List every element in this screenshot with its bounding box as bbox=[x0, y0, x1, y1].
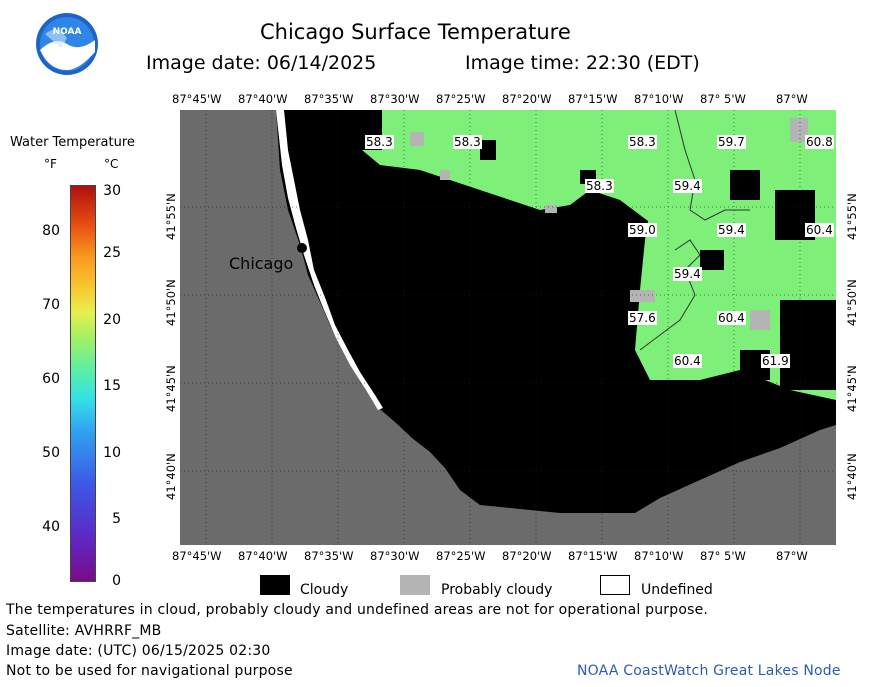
temperature-label: 57.6 bbox=[628, 311, 657, 325]
lon-label-bottom: 87°30'W bbox=[370, 549, 420, 563]
colorbar-c-tick-30: 30 bbox=[103, 183, 121, 199]
colorbar-unit-f: °F bbox=[44, 157, 57, 171]
lon-label-bottom: 87°W bbox=[776, 549, 808, 563]
probably-cloudy-patch bbox=[440, 170, 450, 180]
cloud-block bbox=[700, 250, 724, 270]
temperature-label: 60.4 bbox=[805, 223, 834, 237]
temperature-contour bbox=[674, 110, 750, 221]
lon-label-top: 87°20'W bbox=[502, 92, 552, 106]
temperature-label: 58.3 bbox=[365, 135, 394, 149]
cloud-block bbox=[480, 140, 496, 160]
image-date: Image date: 06/14/2025 bbox=[146, 52, 377, 74]
footer-utc-date: Image date: (UTC) 06/15/2025 02:30 bbox=[6, 643, 271, 659]
colorbar-gradient bbox=[70, 185, 96, 582]
temperature-label: 59.4 bbox=[673, 267, 702, 281]
temperature-label: 58.3 bbox=[628, 135, 657, 149]
noaa-logo-text: NOAA bbox=[53, 27, 82, 37]
colorbar-c-tick-20: 20 bbox=[103, 312, 121, 328]
lon-label-bottom: 87°20'W bbox=[502, 549, 552, 563]
lon-label-bottom: 87°25'W bbox=[436, 549, 486, 563]
colorbar-c-tick-15: 15 bbox=[103, 378, 121, 394]
lon-label-bottom: 87° 5'W bbox=[700, 549, 746, 563]
lon-label-bottom: 87°10'W bbox=[634, 549, 684, 563]
probably-cloudy-patch bbox=[545, 205, 557, 213]
undefined-edge bbox=[276, 110, 383, 410]
colorbar-f-tick-70: 70 bbox=[42, 297, 60, 313]
map-panel: 58.3 58.3 58.3 59.7 60.8 58.3 59.4 59.0 … bbox=[180, 110, 836, 545]
temperature-label: 58.3 bbox=[453, 135, 482, 149]
lon-label-top: 87°35'W bbox=[304, 92, 354, 106]
temperature-label: 60.4 bbox=[673, 354, 702, 368]
probably-cloudy-patch bbox=[750, 310, 770, 330]
probably-cloudy-patch bbox=[630, 290, 655, 302]
lon-label-top: 87°15'W bbox=[568, 92, 618, 106]
footer-nav-warning: Not to be used for navigational purpose bbox=[6, 663, 293, 679]
colorbar-f-tick-50: 50 bbox=[42, 445, 60, 461]
lat-label-right: 41°55'N bbox=[845, 193, 859, 240]
colorbar-c-tick-25: 25 bbox=[103, 245, 121, 261]
colorbar-c-tick-0: 0 bbox=[112, 573, 121, 589]
temperature-label: 61.9 bbox=[761, 354, 790, 368]
cloud-block bbox=[730, 170, 760, 200]
map-svg bbox=[180, 110, 836, 545]
lon-label-bottom: 87°15'W bbox=[568, 549, 618, 563]
colorbar-c-tick-10: 10 bbox=[103, 445, 121, 461]
lon-label-top: 87°10'W bbox=[634, 92, 684, 106]
lon-label-top: 87°45'W bbox=[172, 92, 222, 106]
lon-label-top: 87° 5'W bbox=[700, 92, 746, 106]
probably-cloudy-patch bbox=[410, 132, 424, 146]
temperature-contour bbox=[639, 239, 701, 351]
cloud-block bbox=[780, 300, 836, 390]
lat-label-left: 41°45'N bbox=[164, 365, 178, 412]
temperature-label: 59.7 bbox=[717, 135, 746, 149]
lat-label-right: 41°50'N bbox=[845, 279, 859, 326]
legend-swatch-undefined bbox=[600, 575, 630, 595]
temperature-label: 59.4 bbox=[717, 223, 746, 237]
colorbar-unit-c: °C bbox=[104, 157, 119, 171]
temperature-label: 60.8 bbox=[805, 135, 834, 149]
lat-label-right: 41°40'N bbox=[845, 453, 859, 500]
noaa-logo: NOAA bbox=[35, 12, 99, 76]
image-time: Image time: 22:30 (EDT) bbox=[465, 52, 700, 74]
lon-label-top: 87°40'W bbox=[238, 92, 288, 106]
map-title: Chicago Surface Temperature bbox=[260, 20, 571, 44]
lat-label-left: 41°40'N bbox=[164, 453, 178, 500]
lon-label-bottom: 87°35'W bbox=[304, 549, 354, 563]
legend-label-undefined: Undefined bbox=[641, 582, 713, 598]
legend-swatch-cloudy bbox=[260, 575, 290, 595]
colorbar-f-tick-60: 60 bbox=[42, 371, 60, 387]
temperature-label: 59.4 bbox=[673, 179, 702, 193]
lon-label-bottom: 87°40'W bbox=[238, 549, 288, 563]
temperature-label: 60.4 bbox=[717, 311, 746, 325]
legend-label-probably-cloudy: Probably cloudy bbox=[441, 582, 553, 598]
legend-swatch-probably-cloudy bbox=[400, 575, 430, 595]
chicago-marker bbox=[297, 243, 307, 253]
legend-label-cloudy: Cloudy bbox=[300, 582, 349, 598]
city-label-chicago: Chicago bbox=[229, 254, 294, 273]
lon-label-top: 87°30'W bbox=[370, 92, 420, 106]
colorbar-title: Water Temperature bbox=[10, 135, 135, 150]
lon-label-top: 87°W bbox=[776, 92, 808, 106]
footer-note: The temperatures in cloud, probably clou… bbox=[6, 602, 709, 618]
lon-label-top: 87°25'W bbox=[436, 92, 486, 106]
temperature-label: 59.0 bbox=[628, 223, 657, 237]
colorbar-f-tick-40: 40 bbox=[42, 519, 60, 535]
colorbar-f-tick-80: 80 bbox=[42, 223, 60, 239]
footer-credit: NOAA CoastWatch Great Lakes Node bbox=[577, 663, 841, 679]
lat-label-left: 41°55'N bbox=[164, 193, 178, 240]
colorbar-c-tick-5: 5 bbox=[112, 511, 121, 527]
lon-label-bottom: 87°45'W bbox=[172, 549, 222, 563]
lat-label-left: 41°50'N bbox=[164, 279, 178, 326]
footer-satellite: Satellite: AVHRRF_MB bbox=[6, 623, 162, 639]
probably-cloudy-patch bbox=[790, 118, 808, 142]
temperature-label: 58.3 bbox=[585, 179, 614, 193]
lat-label-right: 41°45'N bbox=[845, 365, 859, 412]
